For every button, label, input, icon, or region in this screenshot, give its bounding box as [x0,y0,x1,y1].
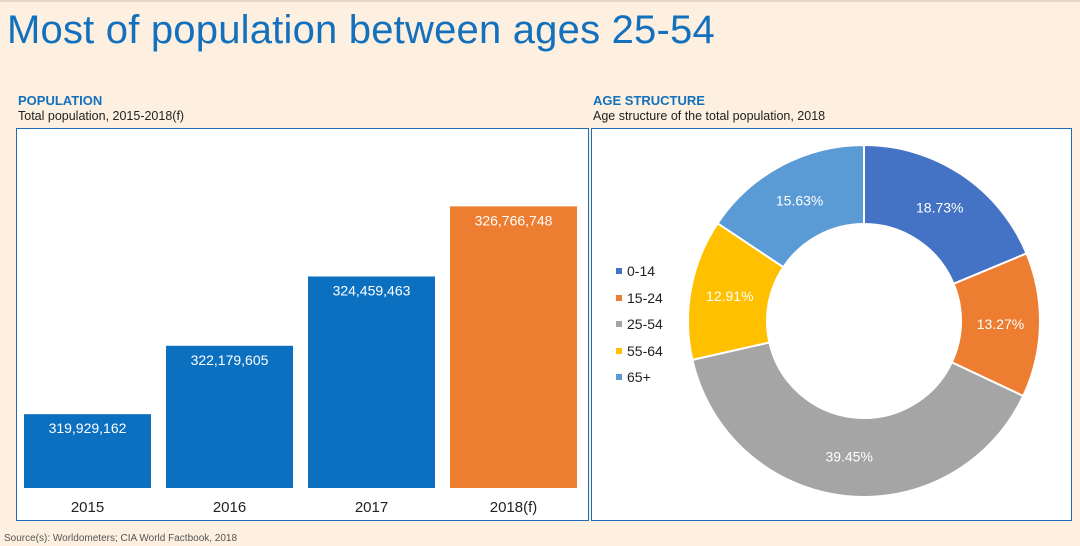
legend-label: 15-24 [627,289,663,306]
age-structure-subtitle: Age structure of the total population, 2… [593,109,826,123]
donut-slice-0-14 [863,143,1028,286]
donut-value-label: 39.45% [825,449,872,465]
legend-item-25-54: 25-54 [616,311,663,338]
x-tick-label: 2016 [213,499,246,516]
legend-label: 25-54 [627,316,663,333]
legend-swatch [616,294,622,301]
donut-slice-25-54 [691,341,1025,498]
legend-item-0-14: 0-14 [616,258,663,285]
bar-2018(f) [450,206,577,489]
bar-2016 [166,345,293,488]
donut-value-label: 15.63% [776,193,823,209]
legend-swatch [616,374,622,381]
age-legend: 0-14 15-24 25-54 55-64 65+ [616,258,663,391]
x-tick-label: 2015 [71,499,104,516]
bar-2017 [308,276,435,488]
age-structure-donut-chart: 18.73% 13.27% 39.45% 12.91% 15.63% [687,143,1041,498]
legend-item-15-24: 15-24 [616,285,663,312]
top-rule [0,0,1080,2]
donut-slice-65+ [716,143,865,269]
age-structure-chart-panel: 18.73% 13.27% 39.45% 12.91% 15.63% 0-14 15-24… [591,128,1072,521]
bar-2015 [24,414,151,488]
bar-value-label: 322,179,605 [191,352,269,368]
legend-label: 65+ [627,369,651,386]
legend-swatch [616,347,622,354]
bar-value-label: 319,929,162 [49,420,127,436]
population-subtitle: Total population, 2015-2018(f) [18,109,185,123]
x-tick-label: 2018(f) [490,499,538,516]
donut-value-label: 12.91% [706,288,753,304]
source-note: Source(s): Worldometers; CIA World Factb… [4,533,238,544]
population-chart-panel: 319,929,162 2015 322,179,605 2016 324,459,46… [16,128,589,521]
legend-label: 55-64 [627,342,663,359]
bar-value-label: 324,459,463 [333,282,411,298]
population-bar-chart: 319,929,162 2015 322,179,605 2016 324,459,46… [24,206,577,516]
age-structure-heading: AGE STRUCTURE [593,93,705,108]
population-heading: POPULATION [18,93,103,108]
legend-item-55-64: 55-64 [616,338,663,365]
legend-swatch [616,321,622,328]
donut-value-label: 18.73% [916,199,963,215]
legend-item-65+: 65+ [616,364,663,391]
x-tick-label: 2017 [355,499,388,516]
legend-label: 0-14 [627,263,656,280]
bar-value-label: 326,766,748 [475,212,553,228]
legend-swatch [616,268,622,275]
page-title: Most of population between ages 25-54 [7,8,715,52]
donut-value-label: 13.27% [977,316,1024,332]
